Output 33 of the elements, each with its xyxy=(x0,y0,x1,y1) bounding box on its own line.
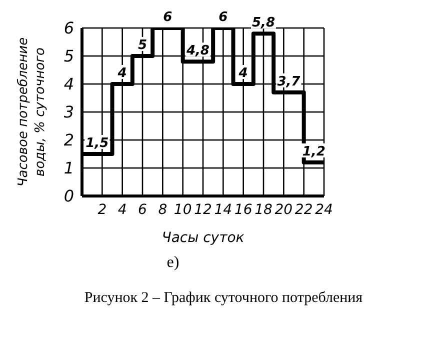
x-tick-label: 6 xyxy=(138,202,148,218)
y-tick-label: 5 xyxy=(64,46,74,66)
x-tick-label: 12 xyxy=(194,202,212,218)
x-tick-label: 18 xyxy=(254,202,272,218)
x-tick-label: 14 xyxy=(214,202,232,218)
x-tick-label: 24 xyxy=(315,202,333,218)
data-label: 1,2 xyxy=(302,144,326,160)
x-tick-label: 16 xyxy=(234,202,252,218)
y-tick-label: 0 xyxy=(64,186,74,206)
y-tick-label: 1 xyxy=(64,158,74,178)
text: е) xyxy=(166,254,180,272)
text: Рисунок 2 – График суточного потребления xyxy=(83,290,364,307)
x-tick-label: 4 xyxy=(118,202,127,218)
data-label: 4 xyxy=(116,66,127,81)
data-label: 6 xyxy=(163,10,172,25)
data-label: 3,7 xyxy=(277,74,302,90)
data-label: 5,8 xyxy=(252,16,276,31)
y-tick-label: 4 xyxy=(64,74,74,94)
y-tick-label: 6 xyxy=(64,18,74,38)
x-tick-label: 10 xyxy=(174,202,192,218)
y-tick-label: 3 xyxy=(64,102,74,122)
data-label: 4,8 xyxy=(185,44,210,59)
x-tick-label: 2 xyxy=(98,202,107,218)
data-label: 6 xyxy=(218,10,228,25)
y-axis-title: Часовое потребление воды, % суточного xyxy=(16,37,48,187)
x-tick-label: 8 xyxy=(158,202,168,218)
data-label: 4 xyxy=(238,66,248,81)
x-tick-label: 22 xyxy=(294,202,313,218)
data-label: 5 xyxy=(138,38,148,53)
x-tick-label: 20 xyxy=(274,202,293,218)
data-label: 1,5 xyxy=(86,136,109,151)
y-tick-label: 2 xyxy=(64,130,74,150)
x-axis-title: Часы суток xyxy=(162,230,245,246)
